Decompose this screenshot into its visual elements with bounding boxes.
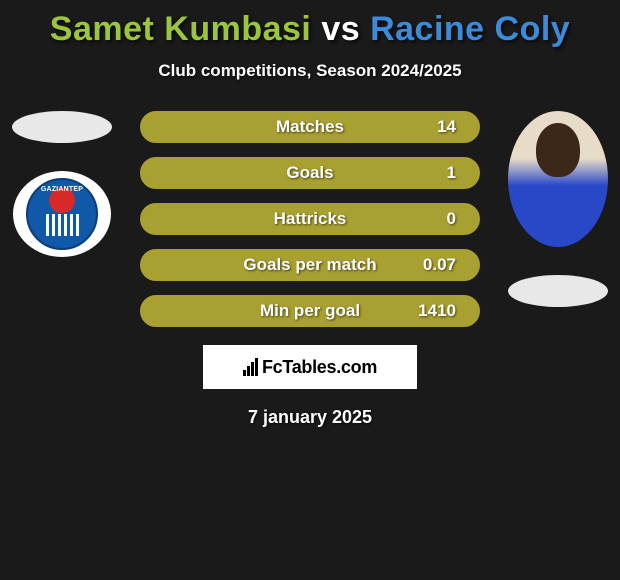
stat-value-right: 14: [437, 117, 456, 137]
stat-pill: Goals 1: [140, 157, 480, 189]
club-badge-inner: GAZIANTEP: [26, 178, 98, 250]
club-badge-stripes: [46, 214, 82, 236]
date-text: 7 january 2025: [0, 407, 620, 428]
stat-pill: Hattricks 0: [140, 203, 480, 235]
chart-bar-icon: [243, 358, 258, 376]
stat-value-right: 1410: [418, 301, 456, 321]
player2-club-placeholder: [508, 275, 608, 307]
left-player-column: GAZIANTEP: [2, 111, 122, 257]
player1-avatar-placeholder: [12, 111, 112, 143]
stat-label: Goals: [286, 163, 333, 183]
title-player1: Samet Kumbasi: [50, 10, 312, 48]
stat-label: Matches: [276, 117, 344, 137]
page-title: Samet Kumbasi vs Racine Coly: [0, 0, 620, 49]
club-badge-text: GAZIANTEP: [28, 186, 96, 193]
player2-avatar-photo: [508, 111, 608, 247]
stat-label: Hattricks: [274, 209, 347, 229]
brand-text: FcTables.com: [262, 357, 377, 378]
right-player-column: [498, 111, 618, 307]
stat-label: Goals per match: [243, 255, 376, 275]
title-vs: vs: [311, 10, 370, 48]
stat-pill: Goals per match 0.07: [140, 249, 480, 281]
stat-value-right: 0: [447, 209, 456, 229]
subtitle: Club competitions, Season 2024/2025: [0, 61, 620, 81]
comparison-row: GAZIANTEP Matches 14 Goals 1 Hattricks 0 Goals…: [0, 111, 620, 327]
stat-pill: Matches 14: [140, 111, 480, 143]
stat-value-right: 0.07: [423, 255, 456, 275]
stat-value-right: 1: [447, 163, 456, 183]
player1-club-badge: GAZIANTEP: [13, 171, 111, 257]
brand-box[interactable]: FcTables.com: [203, 345, 417, 389]
stat-pill: Min per goal 1410: [140, 295, 480, 327]
stats-column: Matches 14 Goals 1 Hattricks 0 Goals per match…: [140, 111, 480, 327]
title-player2: Racine Coly: [370, 10, 570, 48]
stat-label: Min per goal: [260, 301, 360, 321]
